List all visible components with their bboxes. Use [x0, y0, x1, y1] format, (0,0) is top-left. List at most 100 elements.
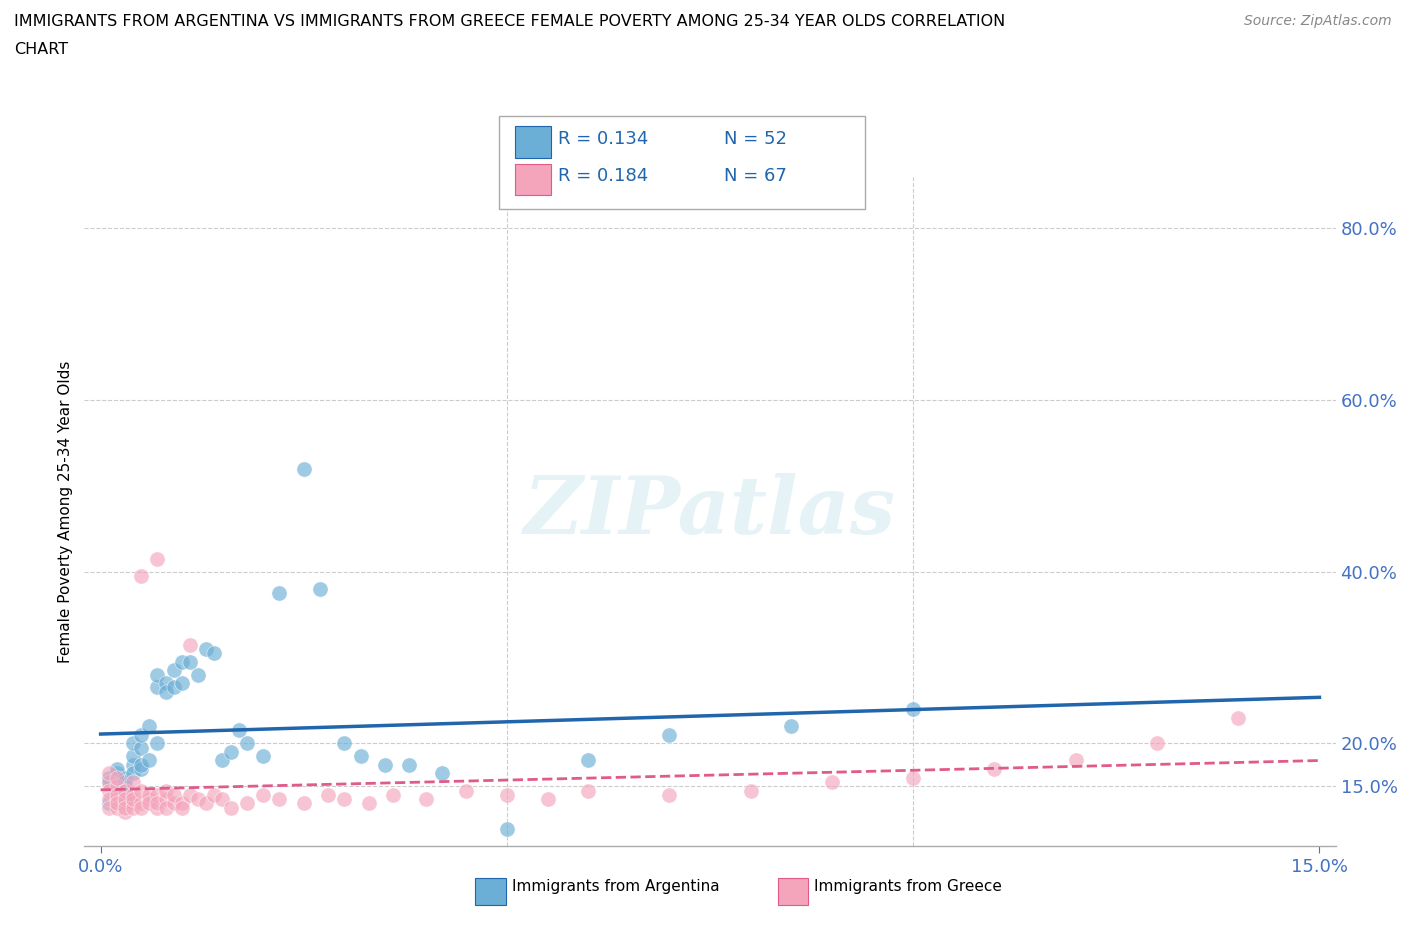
Point	[97, 783, 120, 798]
Point	[983, 762, 1005, 777]
Point	[163, 680, 186, 695]
Point	[155, 783, 177, 798]
Point	[146, 551, 169, 566]
Point	[170, 676, 193, 691]
Point	[1064, 753, 1087, 768]
Point	[105, 770, 128, 785]
Point	[901, 701, 924, 716]
Point	[114, 804, 136, 819]
Point	[1227, 711, 1250, 725]
Text: Immigrants from Greece: Immigrants from Greece	[814, 879, 1002, 894]
Point	[202, 788, 225, 803]
Point	[179, 655, 201, 670]
Point	[97, 796, 120, 811]
Point	[114, 796, 136, 811]
Point	[138, 788, 160, 803]
Point	[105, 775, 128, 790]
Point	[349, 749, 371, 764]
Point	[496, 822, 519, 837]
Point	[170, 800, 193, 815]
Point	[129, 800, 152, 815]
Point	[228, 723, 250, 737]
Point	[219, 744, 242, 759]
Text: R = 0.134: R = 0.134	[558, 130, 648, 148]
Point	[146, 736, 169, 751]
Point	[122, 757, 145, 772]
Point	[114, 788, 136, 803]
Point	[179, 637, 201, 652]
Point	[398, 757, 420, 772]
Point	[155, 684, 177, 699]
Point	[114, 791, 136, 806]
Point	[576, 783, 599, 798]
Point	[1146, 736, 1168, 751]
Point	[456, 783, 478, 798]
Point	[658, 788, 681, 803]
Point	[138, 719, 160, 734]
Point	[155, 676, 177, 691]
Point	[97, 800, 120, 815]
Point	[821, 775, 844, 790]
Point	[236, 736, 259, 751]
Point	[170, 796, 193, 811]
Point	[105, 788, 128, 803]
Point	[146, 800, 169, 815]
Point	[576, 753, 599, 768]
Text: Source: ZipAtlas.com: Source: ZipAtlas.com	[1244, 14, 1392, 28]
Point	[163, 796, 186, 811]
Point	[163, 788, 186, 803]
Text: CHART: CHART	[14, 42, 67, 57]
Point	[122, 749, 145, 764]
Point	[333, 791, 356, 806]
Point	[357, 796, 380, 811]
Point	[780, 719, 803, 734]
Point	[170, 655, 193, 670]
Point	[138, 796, 160, 811]
Point	[155, 800, 177, 815]
Point	[105, 766, 128, 781]
Text: ZIPatlas: ZIPatlas	[524, 472, 896, 551]
Point	[187, 667, 209, 682]
Point	[382, 788, 405, 803]
Point	[129, 796, 152, 811]
Point	[122, 791, 145, 806]
Point	[496, 788, 519, 803]
Point	[129, 740, 152, 755]
Point	[114, 770, 136, 785]
Point	[138, 753, 160, 768]
Point	[105, 796, 128, 811]
Point	[97, 775, 120, 790]
Point	[129, 783, 152, 798]
Point	[129, 757, 152, 772]
Point	[129, 727, 152, 742]
Point	[146, 788, 169, 803]
Point	[155, 791, 177, 806]
Point	[97, 770, 120, 785]
Point	[114, 775, 136, 790]
Point	[114, 796, 136, 811]
Point	[146, 667, 169, 682]
Point	[211, 791, 233, 806]
Point	[122, 800, 145, 815]
Text: IMMIGRANTS FROM ARGENTINA VS IMMIGRANTS FROM GREECE FEMALE POVERTY AMONG 25-34 Y: IMMIGRANTS FROM ARGENTINA VS IMMIGRANTS …	[14, 14, 1005, 29]
Point	[740, 783, 762, 798]
Point	[292, 461, 315, 476]
Y-axis label: Female Poverty Among 25-34 Year Olds: Female Poverty Among 25-34 Year Olds	[58, 360, 73, 663]
Text: R = 0.184: R = 0.184	[558, 167, 648, 185]
Point	[105, 800, 128, 815]
Point	[316, 788, 339, 803]
Point	[105, 791, 128, 806]
Point	[129, 762, 152, 777]
Point	[430, 766, 453, 781]
Point	[252, 749, 274, 764]
Point	[129, 568, 152, 583]
Point	[97, 766, 120, 781]
Point	[269, 586, 291, 601]
Point	[211, 753, 233, 768]
Point	[202, 645, 225, 660]
Point	[97, 791, 120, 806]
Point	[97, 775, 120, 790]
Point	[374, 757, 396, 772]
Point	[292, 796, 315, 811]
Point	[114, 783, 136, 798]
